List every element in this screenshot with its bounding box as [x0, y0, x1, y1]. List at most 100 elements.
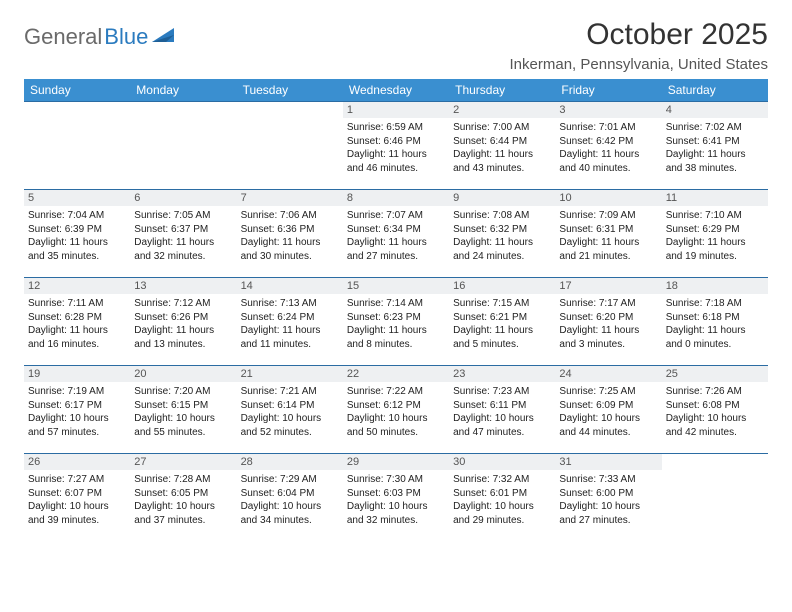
sunrise-text: Sunrise: 7:28 AM	[134, 473, 232, 487]
day-detail: Sunrise: 7:10 AMSunset: 6:29 PMDaylight:…	[666, 209, 764, 263]
sunrise-text: Sunrise: 7:33 AM	[559, 473, 657, 487]
calendar-day-cell	[130, 102, 236, 190]
sunset-text: Sunset: 6:42 PM	[559, 135, 657, 149]
sunset-text: Sunset: 6:11 PM	[453, 399, 551, 413]
day-detail: Sunrise: 7:25 AMSunset: 6:09 PMDaylight:…	[559, 385, 657, 439]
daylight-text: Daylight: 11 hours and 21 minutes.	[559, 236, 657, 263]
calendar-day-cell: 22Sunrise: 7:22 AMSunset: 6:12 PMDayligh…	[343, 366, 449, 454]
day-detail: Sunrise: 7:02 AMSunset: 6:41 PMDaylight:…	[666, 121, 764, 175]
calendar-day-cell: 28 Sunrise: 7:29 AMSunset: 6:04 PMDayligh…	[237, 454, 343, 542]
weekday-header: Saturday	[662, 79, 768, 102]
daylight-text: Daylight: 10 hours and 47 minutes.	[453, 412, 551, 439]
day-detail: Sunrise: 7:32 AMSunset: 6:01 PMDaylight:…	[453, 473, 551, 527]
sunrise-text: Sunrise: 6:59 AM	[347, 121, 445, 135]
day-number: 20	[130, 366, 236, 382]
sunset-text: Sunset: 6:15 PM	[134, 399, 232, 413]
day-detail: Sunrise: 7:07 AMSunset: 6:34 PMDaylight:…	[347, 209, 445, 263]
weekday-header: Wednesday	[343, 79, 449, 102]
sunset-text: Sunset: 6:23 PM	[347, 311, 445, 325]
calendar-day-cell: 8Sunrise: 7:07 AMSunset: 6:34 PMDaylight…	[343, 190, 449, 278]
day-number: 23	[449, 366, 555, 382]
daylight-text: Daylight: 10 hours and 34 minutes.	[241, 500, 339, 527]
calendar-day-cell: 7Sunrise: 7:06 AMSunset: 6:36 PMDaylight…	[237, 190, 343, 278]
calendar-day-cell: 16Sunrise: 7:15 AMSunset: 6:21 PMDayligh…	[449, 278, 555, 366]
daylight-text: Daylight: 11 hours and 27 minutes.	[347, 236, 445, 263]
calendar-day-cell: 13Sunrise: 7:12 AMSunset: 6:26 PMDayligh…	[130, 278, 236, 366]
daylight-text: Daylight: 10 hours and 50 minutes.	[347, 412, 445, 439]
daylight-text: Daylight: 10 hours and 32 minutes.	[347, 500, 445, 527]
day-number: 15	[343, 278, 449, 294]
weekday-header: Thursday	[449, 79, 555, 102]
day-detail: Sunrise: 7:00 AMSunset: 6:44 PMDaylight:…	[453, 121, 551, 175]
sunset-text: Sunset: 6:17 PM	[28, 399, 126, 413]
sunrise-text: Sunrise: 7:04 AM	[28, 209, 126, 223]
logo-triangle-icon	[152, 26, 178, 49]
logo-text-blue: Blue	[104, 24, 148, 50]
calendar-body: 1Sunrise: 6:59 AMSunset: 6:46 PMDaylight…	[24, 102, 768, 542]
daylight-text: Daylight: 10 hours and 37 minutes.	[134, 500, 232, 527]
calendar-table: Sunday Monday Tuesday Wednesday Thursday…	[24, 79, 768, 542]
day-detail: Sunrise: 6:59 AMSunset: 6:46 PMDaylight:…	[347, 121, 445, 175]
calendar-day-cell: 17Sunrise: 7:17 AMSunset: 6:20 PMDayligh…	[555, 278, 661, 366]
sunrise-text: Sunrise: 7:12 AM	[134, 297, 232, 311]
sunrise-text: Sunrise: 7:06 AM	[241, 209, 339, 223]
daylight-text: Daylight: 10 hours and 39 minutes.	[28, 500, 126, 527]
day-detail: Sunrise: 7:30 AMSunset: 6:03 PMDaylight:…	[347, 473, 445, 527]
day-number: 30	[449, 454, 555, 470]
daylight-text: Daylight: 11 hours and 8 minutes.	[347, 324, 445, 351]
sunrise-text: Sunrise: 7:02 AM	[666, 121, 764, 135]
location-subtitle: Inkerman, Pennsylvania, United States	[510, 56, 768, 73]
sunset-text: Sunset: 6:05 PM	[134, 487, 232, 501]
sunset-text: Sunset: 6:28 PM	[28, 311, 126, 325]
calendar-day-cell	[662, 454, 768, 542]
day-number: 28	[237, 454, 343, 470]
day-detail: Sunrise: 7:09 AMSunset: 6:31 PMDaylight:…	[559, 209, 657, 263]
brand-logo: GeneralBlue	[24, 18, 178, 50]
sunset-text: Sunset: 6:37 PM	[134, 223, 232, 237]
daylight-text: Daylight: 11 hours and 46 minutes.	[347, 148, 445, 175]
day-detail: Sunrise: 7:06 AMSunset: 6:36 PMDaylight:…	[241, 209, 339, 263]
calendar-day-cell: 27Sunrise: 7:28 AMSunset: 6:05 PMDayligh…	[130, 454, 236, 542]
calendar-week-row: 1Sunrise: 6:59 AMSunset: 6:46 PMDaylight…	[24, 102, 768, 190]
day-number: 12	[24, 278, 130, 294]
daylight-text: Daylight: 11 hours and 30 minutes.	[241, 236, 339, 263]
calendar-day-cell	[237, 102, 343, 190]
day-detail: Sunrise: 7:20 AMSunset: 6:15 PMDaylight:…	[134, 385, 232, 439]
day-detail: Sunrise: 7:01 AMSunset: 6:42 PMDaylight:…	[559, 121, 657, 175]
day-detail: Sunrise: 7:13 AMSunset: 6:24 PMDaylight:…	[241, 297, 339, 351]
day-detail: Sunrise: 7:18 AMSunset: 6:18 PMDaylight:…	[666, 297, 764, 351]
daylight-text: Daylight: 11 hours and 38 minutes.	[666, 148, 764, 175]
day-number: 26	[24, 454, 130, 470]
day-number: 22	[343, 366, 449, 382]
day-number: 24	[555, 366, 661, 382]
daylight-text: Daylight: 10 hours and 52 minutes.	[241, 412, 339, 439]
title-block: October 2025 Inkerman, Pennsylvania, Uni…	[510, 18, 768, 73]
calendar-day-cell: 29Sunrise: 7:30 AMSunset: 6:03 PMDayligh…	[343, 454, 449, 542]
calendar-day-cell: 12Sunrise: 7:11 AMSunset: 6:28 PMDayligh…	[24, 278, 130, 366]
sunset-text: Sunset: 6:34 PM	[347, 223, 445, 237]
sunset-text: Sunset: 6:44 PM	[453, 135, 551, 149]
day-number: 10	[555, 190, 661, 206]
day-detail: Sunrise: 7:23 AMSunset: 6:11 PMDaylight:…	[453, 385, 551, 439]
sunrise-text: Sunrise: 7:18 AM	[666, 297, 764, 311]
day-number: 11	[662, 190, 768, 206]
calendar-day-cell: 24 Sunrise: 7:25 AMSunset: 6:09 PMDayligh…	[555, 366, 661, 454]
day-number: 5	[24, 190, 130, 206]
day-number: 18	[662, 278, 768, 294]
day-number: 4	[662, 102, 768, 118]
sunrise-text: Sunrise: 7:29 AM	[241, 473, 339, 487]
sunrise-text: Sunrise: 7:20 AM	[134, 385, 232, 399]
month-title: October 2025	[510, 18, 768, 52]
daylight-text: Daylight: 11 hours and 40 minutes.	[559, 148, 657, 175]
daylight-text: Daylight: 10 hours and 55 minutes.	[134, 412, 232, 439]
sunset-text: Sunset: 6:00 PM	[559, 487, 657, 501]
day-detail: Sunrise: 7:28 AMSunset: 6:05 PMDaylight:…	[134, 473, 232, 527]
sunrise-text: Sunrise: 7:19 AM	[28, 385, 126, 399]
weekday-header: Friday	[555, 79, 661, 102]
sunset-text: Sunset: 6:20 PM	[559, 311, 657, 325]
sunset-text: Sunset: 6:04 PM	[241, 487, 339, 501]
daylight-text: Daylight: 11 hours and 24 minutes.	[453, 236, 551, 263]
sunrise-text: Sunrise: 7:25 AM	[559, 385, 657, 399]
calendar-day-cell: 31Sunrise: 7:33 AMSunset: 6:00 PMDayligh…	[555, 454, 661, 542]
sunset-text: Sunset: 6:39 PM	[28, 223, 126, 237]
